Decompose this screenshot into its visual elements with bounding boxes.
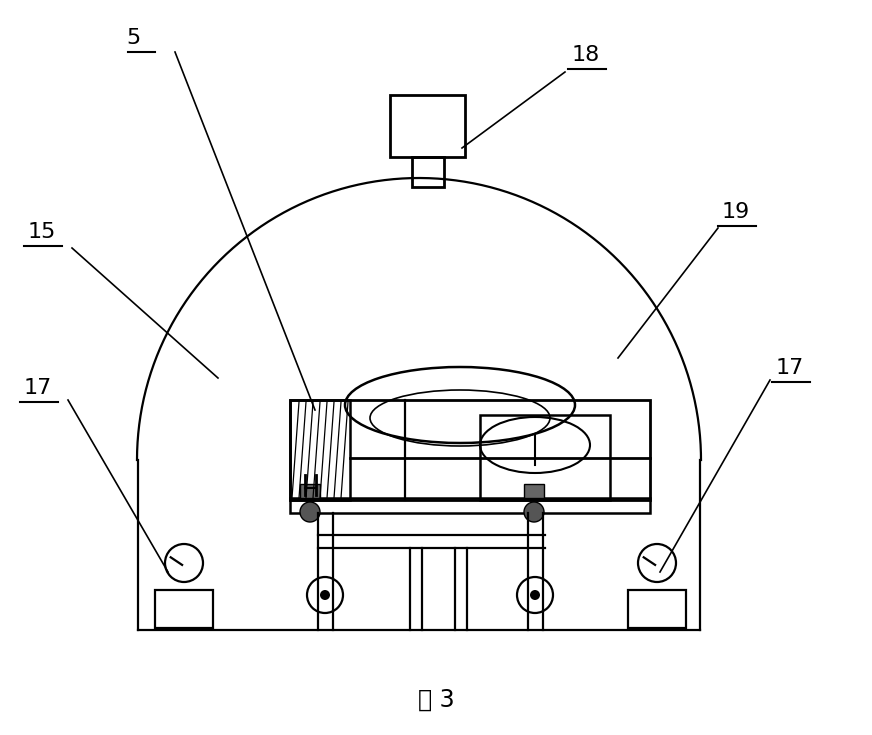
Bar	[290, 498, 650, 513]
Text: 5: 5	[126, 28, 140, 48]
Text: 17: 17	[24, 378, 52, 398]
Bar	[290, 400, 650, 500]
Text: 18: 18	[572, 45, 600, 65]
Circle shape	[300, 502, 320, 522]
Text: 17: 17	[776, 358, 804, 378]
Bar	[412, 157, 444, 187]
Bar	[390, 95, 465, 157]
Bar	[155, 590, 213, 628]
Bar	[524, 484, 544, 498]
Bar	[300, 484, 320, 498]
Bar	[628, 590, 686, 628]
Bar	[290, 400, 350, 500]
Text: 15: 15	[28, 222, 56, 242]
Circle shape	[524, 502, 544, 522]
Text: 19: 19	[722, 202, 750, 222]
Circle shape	[530, 590, 540, 600]
Circle shape	[320, 590, 330, 600]
Bar	[480, 415, 610, 500]
Text: 图 3: 图 3	[418, 688, 454, 712]
